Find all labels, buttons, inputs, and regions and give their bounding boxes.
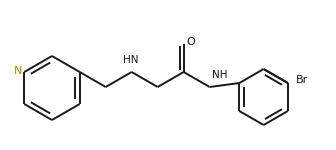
Text: HN: HN — [123, 55, 138, 65]
Text: Br: Br — [296, 75, 308, 85]
Text: O: O — [186, 37, 195, 47]
Text: NH: NH — [212, 70, 227, 80]
Text: N: N — [14, 66, 23, 76]
